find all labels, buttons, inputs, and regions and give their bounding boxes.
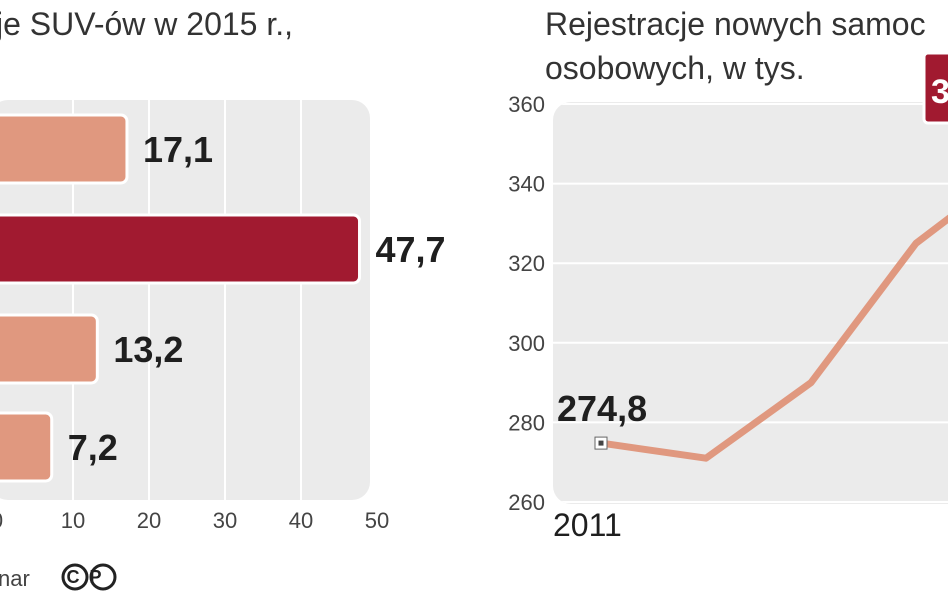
line-y-tick-label: 260 [508,490,545,515]
bar [0,113,129,185]
line-start-value-label: 274,8 [557,388,647,429]
bar-x-tick-label: 50 [365,508,389,533]
line-chart-gridlines [553,103,948,503]
cp-logo-left-circle [61,563,89,591]
bar-value-label: 47,7 [376,229,446,270]
bar [0,213,362,285]
bar-chart-x-ticks: 0 10 20 30 40 50 [0,508,389,533]
bar-x-tick-label: 0 [0,508,3,533]
bar-value-label: 7,2 [68,427,118,468]
line-start-year-label: 2011 [553,507,622,543]
cp-logo-text: CP [66,567,111,587]
bar [0,313,99,385]
value-badge-text: 3 [931,73,948,111]
bar-chart-panel [0,100,370,500]
line-y-tick-label: 300 [508,331,545,356]
value-badge-box [922,51,948,125]
line-chart: Rejestracje nowych samoc osobowych, w ty… [508,6,948,543]
bar-value-label: 17,1 [143,129,213,170]
line-y-tick-label: 360 [508,92,545,117]
bar [0,411,54,483]
bar-chart: je SUV-ów w 2015 r., 17,1 47,7 13,2 7,2 0 10… [0,6,446,533]
line-chart-y-ticks: 260 280 300 320 340 360 [508,92,545,515]
source-text: nar [0,566,30,591]
bar-x-tick-label: 30 [213,508,237,533]
line-y-tick-label: 280 [508,410,545,435]
line-chart-value-badge: 3 [922,51,948,125]
bar-value-label: 13,2 [113,329,183,370]
line-chart-panel [553,102,948,504]
cp-logo-right-circle [89,563,117,591]
line-y-tick-label: 320 [508,251,545,276]
line-chart-title: Rejestracje nowych samoc [545,6,926,42]
bar-x-tick-label: 20 [137,508,161,533]
line-chart-series [594,214,948,462]
bar-chart-bars: 17,1 47,7 13,2 7,2 [0,113,446,483]
bar-x-tick-label: 10 [61,508,85,533]
line-chart-subtitle: osobowych, w tys. [545,50,805,86]
line-point-start-dot [598,440,604,446]
bar-chart-title: je SUV-ów w 2015 r., [0,6,293,42]
footer: nar CP [0,563,117,591]
cp-logo: CP [61,563,117,591]
line-y-tick-label: 340 [508,172,545,197]
bar-x-tick-label: 40 [289,508,313,533]
